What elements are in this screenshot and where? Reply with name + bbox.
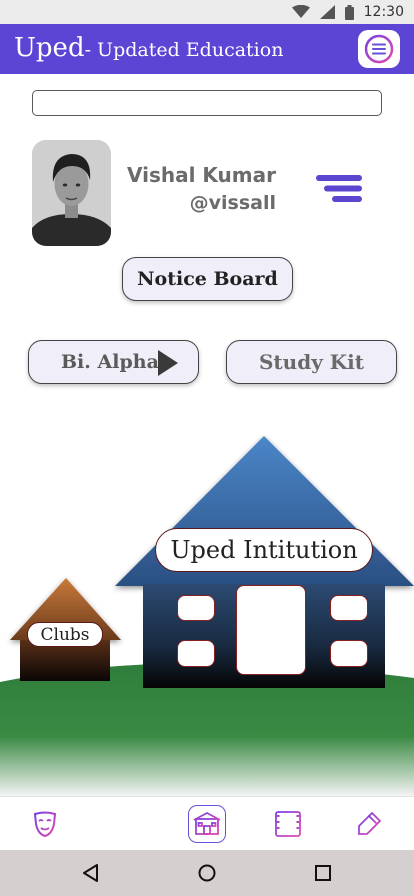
signal-icon xyxy=(319,5,335,19)
mask-icon xyxy=(33,811,57,838)
hamburger-menu-icon[interactable] xyxy=(314,174,364,204)
pen-tool-icon xyxy=(354,811,382,835)
window-right-top[interactable] xyxy=(330,595,368,621)
bi-alpha-label: Bi. Alpha xyxy=(61,351,159,373)
clubs-label: Clubs xyxy=(40,624,90,645)
window-left-bottom[interactable] xyxy=(177,640,215,667)
study-kit-label: Study Kit xyxy=(258,350,364,374)
nav-item-audio[interactable] xyxy=(107,805,145,843)
status-bar: 12:30 xyxy=(0,0,414,24)
window-left-top[interactable] xyxy=(177,595,215,621)
main-menu-button[interactable] xyxy=(358,30,400,68)
soundwave-icon xyxy=(111,811,140,837)
study-kit-button[interactable]: Study Kit xyxy=(226,340,397,384)
status-time: 12:30 xyxy=(363,4,404,20)
nav-item-films[interactable] xyxy=(269,805,307,843)
nav-item-masks[interactable] xyxy=(26,805,64,843)
institution-door[interactable] xyxy=(236,585,306,675)
battery-icon xyxy=(344,4,354,20)
bottom-nav xyxy=(0,796,414,850)
window-right-bottom[interactable] xyxy=(330,640,368,667)
institution-label: Uped Intitution xyxy=(170,536,358,564)
app-bar: Uped- Updated Education xyxy=(0,24,414,74)
search-input[interactable] xyxy=(32,90,382,116)
notice-board-label: Notice Board xyxy=(137,268,278,290)
institution-label-button[interactable]: Uped Intitution xyxy=(155,528,373,572)
user-handle: @vissall xyxy=(189,192,276,214)
film-strip-icon xyxy=(275,811,301,837)
bi-alpha-button[interactable]: Bi. Alpha xyxy=(28,340,199,384)
campus-scene: Uped Intitution Clubs xyxy=(0,420,414,796)
user-portrait xyxy=(32,140,111,246)
clubs-label-button[interactable]: Clubs xyxy=(27,622,103,647)
notice-board-button[interactable]: Notice Board xyxy=(122,257,293,301)
app-brand: Uped xyxy=(14,33,85,63)
back-icon[interactable] xyxy=(79,861,103,885)
home-icon[interactable] xyxy=(195,861,219,885)
status-icons: 12:30 xyxy=(291,3,404,21)
system-nav-bar xyxy=(0,850,414,896)
app-title: Uped- Updated Education xyxy=(14,33,283,63)
play-icon xyxy=(158,350,178,376)
app-tagline: - Updated Education xyxy=(84,39,284,61)
nav-item-tools[interactable] xyxy=(350,805,388,843)
avatar[interactable] xyxy=(32,140,111,246)
wifi-icon xyxy=(291,5,310,18)
recents-icon[interactable] xyxy=(311,861,335,885)
school-building-icon xyxy=(193,811,221,835)
menu-circle-icon xyxy=(364,34,394,64)
nav-item-school[interactable] xyxy=(188,805,226,843)
user-name: Vishal Kumar xyxy=(126,163,276,187)
